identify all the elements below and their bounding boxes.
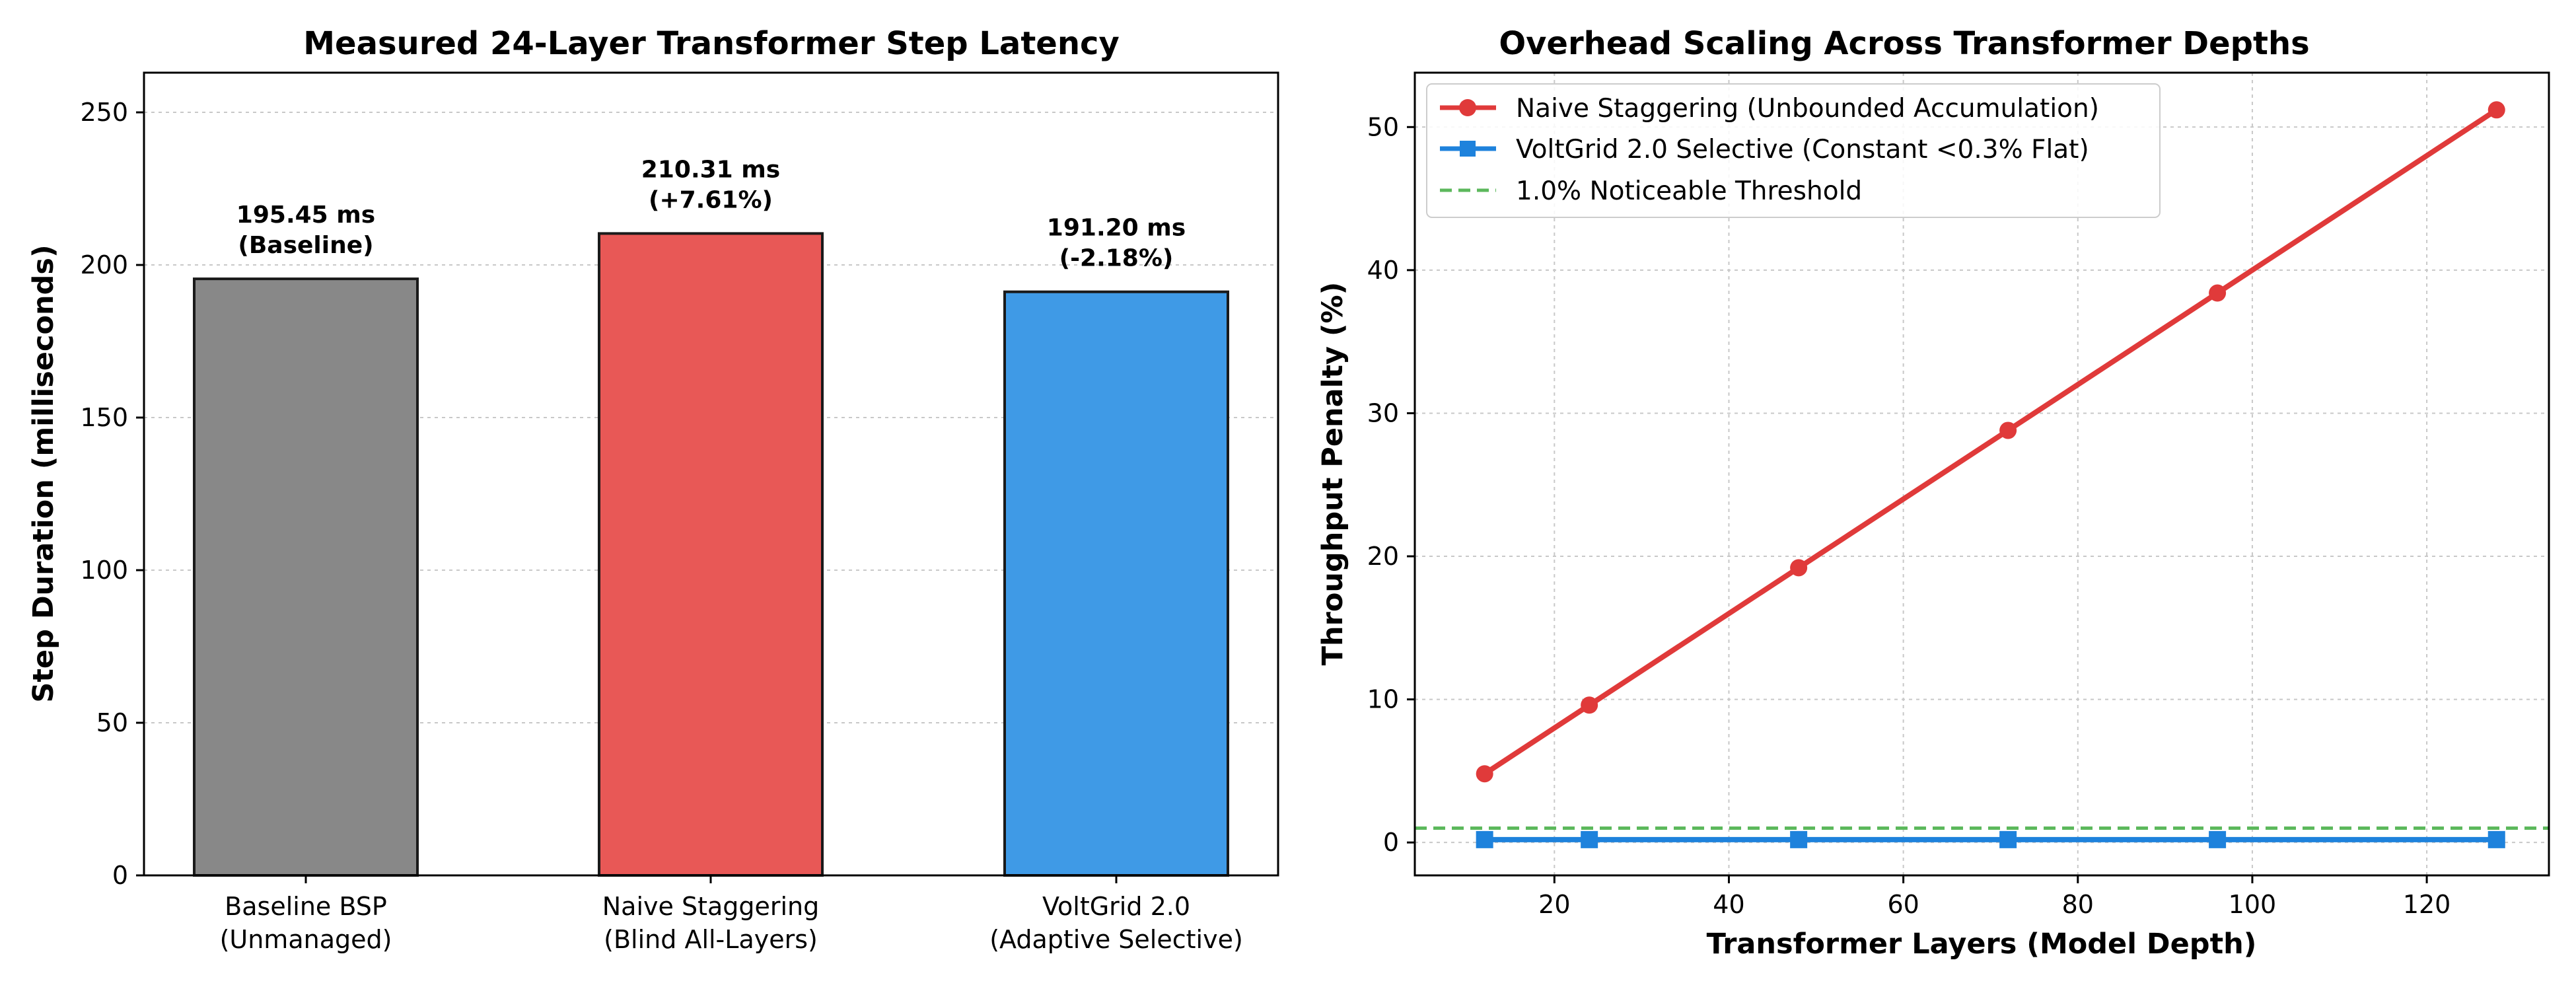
bar-x-tick-label: Naive Staggering (Blind All-Layers) <box>602 892 820 954</box>
line-y-tick-label: 20 <box>1367 542 1399 571</box>
bar-y-tick-label: 200 <box>80 250 128 279</box>
series-point <box>1999 830 2017 848</box>
line-y-tick-label: 10 <box>1367 685 1399 714</box>
line-chart-x-axis-label: Transformer Layers (Model Depth) <box>1707 928 2257 961</box>
line-chart-y-ticks: 0 10 20 30 40 50 <box>1367 112 1415 857</box>
bar <box>193 277 419 877</box>
bar-data-label: 195.45 ms (Baseline) <box>236 202 375 259</box>
series-point <box>2487 830 2505 848</box>
bar-y-tick-label: 250 <box>80 98 128 127</box>
bar-chart-y-ticks: 0 50 100 150 200 250 <box>80 98 144 890</box>
line-chart-legend: Naive Staggering (Unbounded Accumulation… <box>1426 83 2161 218</box>
series-point <box>2209 830 2227 848</box>
bar-chart-x-ticks: Baseline BSP (Unmanaged) Naive Staggering(… <box>220 875 1243 954</box>
line-y-tick-label: 30 <box>1367 398 1399 427</box>
bar-y-tick-label: 0 <box>112 861 128 890</box>
bar-data-label: 191.20 ms (-2.18%) <box>1047 215 1186 272</box>
series-point <box>2487 101 2505 119</box>
legend-box <box>1426 83 2161 218</box>
line-y-tick-label: 0 <box>1383 828 1399 857</box>
series-point <box>1790 559 1808 577</box>
line-y-tick-label: 40 <box>1367 256 1399 285</box>
legend-label-voltgrid: VoltGrid 2.0 Selective (Constant <0.3% F… <box>1516 135 2089 165</box>
bar-data-label: 210.31 ms (+7.61%) <box>641 156 780 213</box>
bar-y-tick-label: 100 <box>80 556 128 585</box>
line-chart-x-ticks: 20 40 60 80 100 120 <box>1538 875 2451 919</box>
legend-label-naive: Naive Staggering (Unbounded Accumulation… <box>1516 94 2099 124</box>
bar-x-tick-label: VoltGrid 2.0 (Adaptive Selective) <box>989 892 1243 954</box>
line-chart-y-axis-label: Throughput Penalty (%) <box>1316 282 1349 666</box>
series-point <box>1581 696 1598 714</box>
bar-chart: Measured 24-Layer Transformer Step Laten… <box>27 25 1279 954</box>
line-x-tick-label: 120 <box>2403 890 2451 919</box>
series-point <box>1581 830 1598 848</box>
bar <box>1003 290 1229 877</box>
legend-marker-voltgrid <box>1460 141 1476 157</box>
bar <box>598 232 824 877</box>
line-chart-frame <box>1413 71 2550 877</box>
bar-x-tick-label: Baseline BSP (Unmanaged) <box>220 892 392 954</box>
line-x-tick-label: 60 <box>1887 890 1919 919</box>
line-chart-series <box>1476 101 2505 848</box>
line-x-tick-label: 40 <box>1713 890 1744 919</box>
series-point <box>2209 284 2227 302</box>
line-chart-title: Overhead Scaling Across Transformer Dept… <box>1499 25 2309 62</box>
series-point <box>1790 830 1808 848</box>
legend-label-threshold: 1.0% Noticeable Threshold <box>1516 176 1862 206</box>
line-x-tick-label: 100 <box>2229 890 2277 919</box>
line-chart: Overhead Scaling Across Transformer Dept… <box>1316 25 2550 961</box>
bar-y-tick-label: 150 <box>80 403 128 432</box>
bar-chart-bars <box>193 232 1229 877</box>
line-x-tick-label: 80 <box>2062 890 2094 919</box>
line-x-tick-label: 20 <box>1538 890 1570 919</box>
bar-chart-data-labels: 195.45 ms (Baseline) 210.31 ms (+7.61%) 191.… <box>236 156 1186 272</box>
series-point <box>1476 830 1493 848</box>
bar-chart-title: Measured 24-Layer Transformer Step Laten… <box>303 25 1119 62</box>
series-point <box>1999 422 2017 439</box>
bar-chart-y-axis-label: Step Duration (milliseconds) <box>27 244 60 702</box>
series-line-0 <box>1483 107 2498 776</box>
bar-y-tick-label: 50 <box>96 708 128 737</box>
line-y-tick-label: 50 <box>1367 112 1399 141</box>
legend-marker-naive <box>1459 99 1476 116</box>
series-point <box>1476 765 1493 783</box>
